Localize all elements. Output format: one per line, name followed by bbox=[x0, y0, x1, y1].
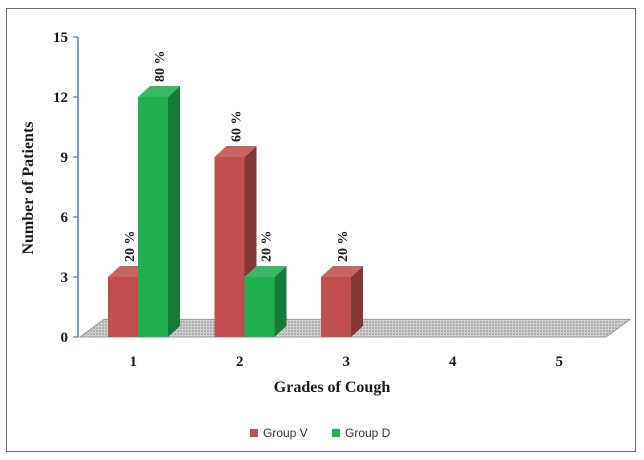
y-axis-title: Number of Patients bbox=[20, 121, 37, 254]
bar-group-d-1 bbox=[138, 86, 180, 337]
y-tick-label: 9 bbox=[61, 150, 69, 166]
y-tick-label: 6 bbox=[61, 210, 69, 226]
data-label: 60 % bbox=[230, 111, 245, 143]
x-tick-label: 4 bbox=[449, 354, 457, 370]
x-tick-label: 2 bbox=[236, 354, 244, 370]
bar-group-d-2 bbox=[244, 266, 287, 337]
y-tick-label: 3 bbox=[61, 270, 69, 286]
data-label: 20 % bbox=[123, 231, 138, 263]
y-tick-label: 0 bbox=[61, 330, 69, 346]
x-tick-label: 5 bbox=[556, 354, 564, 370]
x-tick-label: 3 bbox=[343, 354, 351, 370]
data-label: 80 % bbox=[153, 51, 168, 83]
legend-swatch bbox=[332, 429, 340, 437]
legend-swatch bbox=[250, 429, 258, 437]
legend-label: Group V bbox=[263, 426, 308, 440]
legend-label: Group D bbox=[345, 426, 391, 440]
y-tick-label: 12 bbox=[53, 90, 68, 106]
y-tick-label: 15 bbox=[53, 30, 68, 46]
data-label: 20 % bbox=[260, 231, 275, 263]
data-label: 20 % bbox=[336, 231, 351, 263]
chart-frame bbox=[6, 8, 636, 452]
x-axis-title: Grades of Cough bbox=[274, 379, 391, 396]
bar-group-v-3 bbox=[321, 266, 363, 337]
x-tick-label: 1 bbox=[130, 354, 138, 370]
